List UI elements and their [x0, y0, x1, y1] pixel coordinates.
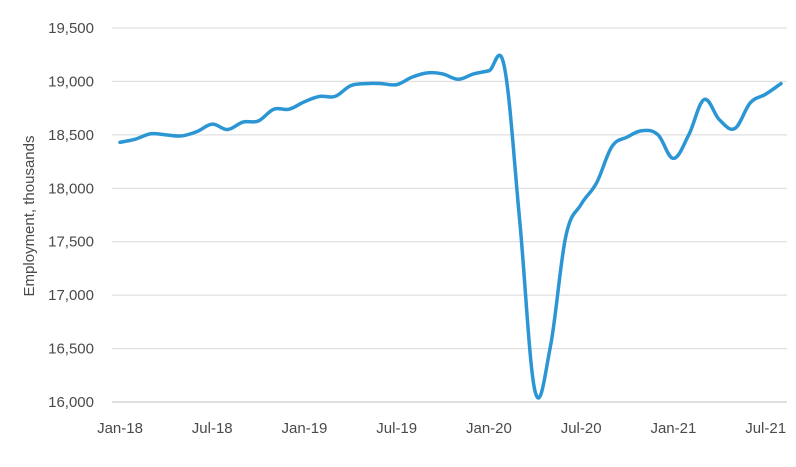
- y-tick-label: 19,500: [48, 20, 94, 37]
- x-tick-labels: Jan-18 Jul-18 Jan-19 Jul-19 Jan-20 Jul-20 Jan-…: [97, 420, 786, 437]
- y-tick-label: 17,000: [48, 287, 94, 304]
- series-layer: [118, 53, 783, 400]
- x-tick-label: Jul-18: [192, 420, 233, 437]
- y-tick-labels: 16,000 16,500 17,000 17,500 18,000 18,500 19,0…: [48, 20, 94, 411]
- x-tick-label: Jan-18: [97, 420, 143, 437]
- x-tick-label: Jul-20: [561, 420, 602, 437]
- x-tick-label: Jul-19: [376, 420, 417, 437]
- y-tick-label: 16,000: [48, 394, 94, 411]
- y-tick-label: 18,500: [48, 127, 94, 144]
- y-tick-label: 19,000: [48, 73, 94, 90]
- y-tick-label: 16,500: [48, 341, 94, 358]
- x-tick-label: Jan-20: [466, 420, 512, 437]
- x-tick-label: Jan-19: [282, 420, 328, 437]
- y-tick-label: 18,000: [48, 180, 94, 197]
- x-tick-label: Jul-21: [745, 420, 786, 437]
- y-axis-label: Employment, thousands: [21, 136, 38, 297]
- gridlines: [112, 27, 787, 403]
- y-tick-label: 17,500: [48, 234, 94, 251]
- employment-series-line: [118, 53, 783, 400]
- x-tick-label: Jan-21: [650, 420, 696, 437]
